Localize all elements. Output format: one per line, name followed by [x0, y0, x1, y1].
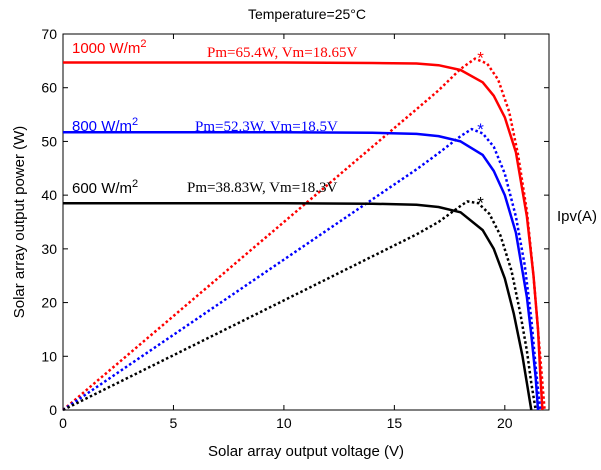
y-tick-label-3: 30: [41, 241, 57, 257]
current-curve-1: [63, 131, 540, 411]
power-curve-1: [62, 127, 542, 412]
power-curve-2: [62, 200, 537, 412]
curves: * * *: [62, 48, 546, 412]
current-curve-0: [63, 61, 544, 411]
right-axis-label: Ipv(A): [557, 208, 597, 225]
y-tick-label-1: 10: [41, 348, 57, 364]
y-tick-label-2: 20: [41, 295, 57, 311]
x-tick-label-3: 15: [387, 415, 403, 431]
current-curve-2: [63, 201, 533, 411]
series-labels: 1000 W/m2 Pm=65.4W, Vm=18.65V 800 W/m2 Pm=5…: [72, 38, 357, 197]
axis-ticks: 0 5 10 15 20 0 10 20 30 40 50 60 70: [41, 26, 549, 431]
x-tick-label-0: 0: [59, 415, 67, 431]
x-tick-label-4: 20: [497, 415, 513, 431]
series-name-0: 1000 W/m2: [72, 38, 146, 57]
chart-title: Temperature=25°C: [248, 6, 366, 22]
y-tick-label-7: 70: [41, 26, 57, 42]
series-name-1: 800 W/m2: [72, 116, 138, 135]
mpp-marker-1: *: [477, 120, 484, 139]
x-axis-label: Solar array output voltage (V): [208, 443, 404, 460]
plot-frame: [62, 33, 550, 411]
x-tick-label-1: 5: [170, 415, 178, 431]
y-tick-label-4: 40: [41, 187, 57, 203]
x-tick-label-2: 10: [276, 415, 292, 431]
series-annotation-1: Pm=52.3W, Vm=18.5V: [195, 119, 338, 135]
y-tick-label-6: 60: [41, 80, 57, 96]
y-tick-label-5: 50: [41, 133, 57, 149]
series-name-2: 600 W/m2: [72, 178, 138, 197]
mpp-marker-2: *: [477, 193, 484, 212]
y-tick-label-0: 0: [49, 402, 57, 418]
series-annotation-0: Pm=65.4W, Vm=18.65V: [207, 45, 357, 61]
mpp-marker-0: *: [477, 48, 484, 67]
series-annotation-2: Pm=38.83W, Vm=18.3V: [187, 180, 337, 196]
power-curve-0: [62, 57, 546, 411]
y-axis-label: Solar array output power (W): [11, 126, 28, 319]
